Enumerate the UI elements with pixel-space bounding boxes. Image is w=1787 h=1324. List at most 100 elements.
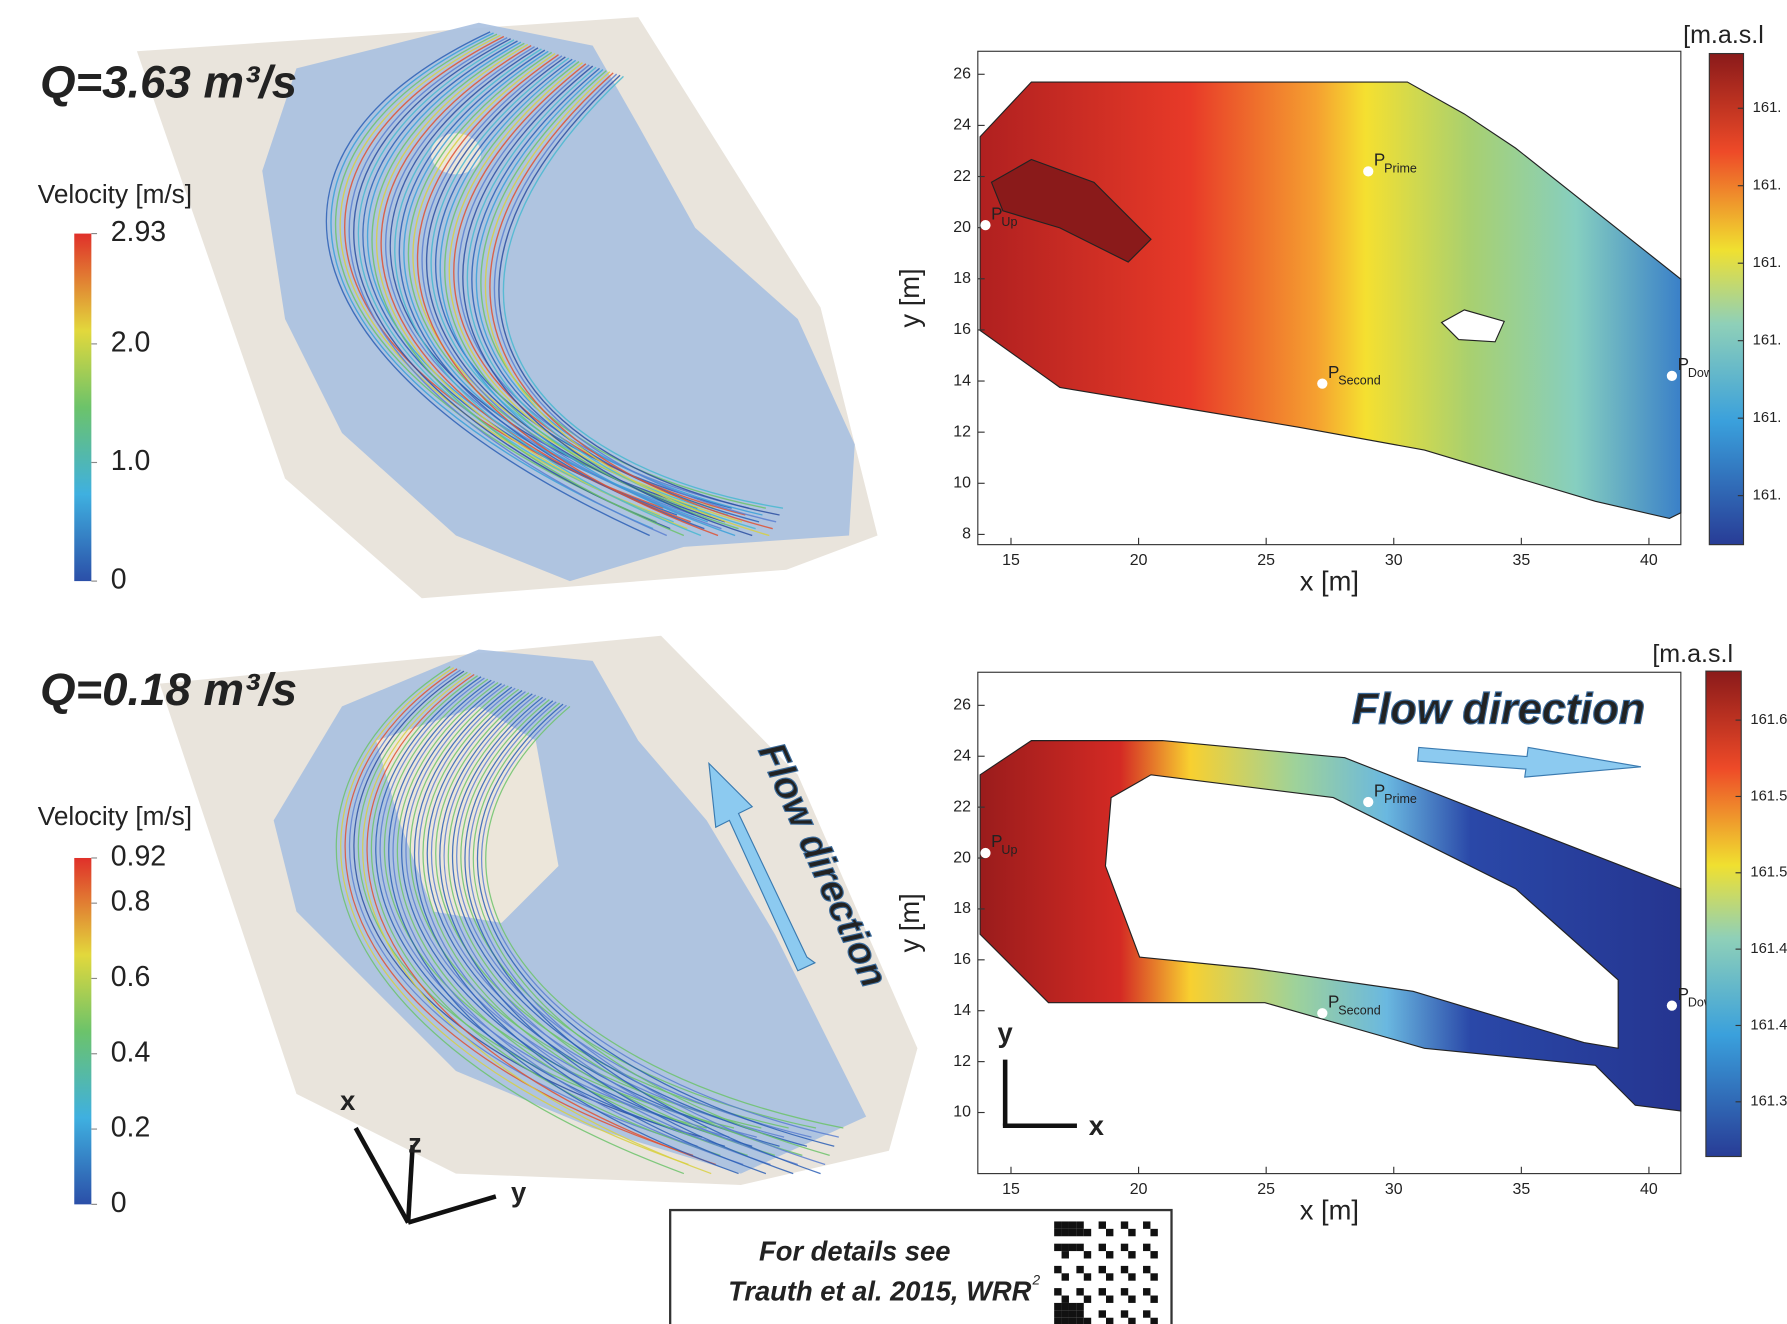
qr-cell <box>1076 1303 1083 1310</box>
y-tick-label: 20 <box>953 219 971 236</box>
qr-cell <box>1076 1266 1083 1273</box>
colorbar-tick-label: 161. <box>1753 488 1782 504</box>
point-label-sub: Second <box>1338 374 1380 388</box>
qr-cell <box>1062 1244 1069 1251</box>
gauge-point <box>1317 378 1327 388</box>
y-tick-label: 24 <box>953 747 971 764</box>
colorbar-tick-label: 2.0 <box>111 326 151 358</box>
y-tick-label: 26 <box>953 65 971 82</box>
x-tick-label: 40 <box>1640 1181 1658 1198</box>
x-tick-label: 20 <box>1130 1181 1148 1198</box>
gauge-point <box>1667 371 1677 381</box>
qr-cell <box>1076 1229 1083 1236</box>
qr-cell <box>1150 1251 1157 1258</box>
qr-cell <box>1121 1288 1128 1295</box>
qr-cell <box>1106 1318 1113 1324</box>
note-line: For details see <box>759 1236 950 1267</box>
qr-cell <box>1054 1310 1061 1317</box>
qr-cell <box>1143 1266 1150 1273</box>
qr-cell <box>1150 1273 1157 1280</box>
y-tick-label: 14 <box>953 372 971 389</box>
colorbar-title: [m.a.s.l <box>1683 21 1764 49</box>
axis-arrow-label: x <box>1089 1110 1104 1141</box>
colorbar-tick-label: 161.4 <box>1750 1017 1787 1033</box>
qr-cell <box>1150 1229 1157 1236</box>
axis-arrow-label: y <box>511 1176 527 1207</box>
colorbar-tick-label: 161. <box>1753 410 1782 426</box>
qr-cell <box>1054 1229 1061 1236</box>
qr-cell <box>1084 1273 1091 1280</box>
qr-cell <box>1054 1221 1061 1228</box>
qr-cell <box>1062 1310 1069 1317</box>
colorbar-tick-label: 2.93 <box>111 216 166 248</box>
qr-cell <box>1150 1318 1157 1324</box>
colorbar <box>1706 671 1741 1156</box>
y-tick-label: 22 <box>953 798 971 815</box>
qr-cell <box>1084 1229 1091 1236</box>
colorbar-title: [m.a.s.l <box>1652 640 1733 668</box>
qr-cell <box>1099 1288 1106 1295</box>
y-tick-label: 14 <box>953 1002 971 1019</box>
colorbar-tick-label: 161.5 <box>1750 865 1787 881</box>
gauge-point <box>1363 797 1373 807</box>
point-label-sub: Up <box>1001 215 1017 229</box>
y-axis-label: y [m] <box>894 268 925 327</box>
colorbar-tick-label: 0.6 <box>111 961 151 993</box>
qr-cell <box>1054 1266 1061 1273</box>
qr-cell <box>1069 1303 1076 1310</box>
qr-cell <box>1069 1318 1076 1324</box>
gauge-point <box>1667 1001 1677 1011</box>
qr-cell <box>1062 1318 1069 1324</box>
qr-cell <box>1106 1296 1113 1303</box>
y-tick-label: 10 <box>953 1104 971 1121</box>
figure: Q=3.63 m³/sVelocity [m/s]2.932.01.001520… <box>0 0 1787 1324</box>
flow-label: Flow direction <box>1352 686 1645 734</box>
point-label-sub: Up <box>1001 843 1017 857</box>
qr-cell <box>1076 1288 1083 1295</box>
qr-cell <box>1076 1221 1083 1228</box>
qr-cell <box>1128 1296 1135 1303</box>
x-tick-label: 25 <box>1257 552 1275 569</box>
gauge-point <box>1317 1008 1327 1018</box>
qr-cell <box>1121 1266 1128 1273</box>
qr-cell <box>1121 1310 1128 1317</box>
qr-cell <box>1069 1244 1076 1251</box>
qr-cell <box>1084 1251 1091 1258</box>
x-axis-label: x [m] <box>1300 1195 1359 1226</box>
colorbar-title: Velocity [m/s] <box>38 801 192 831</box>
y-tick-label: 12 <box>953 1053 971 1070</box>
qr-cell <box>1099 1244 1106 1251</box>
colorbar-title: Velocity [m/s] <box>38 179 192 209</box>
colorbar-tick-label: 161.6 <box>1750 712 1787 728</box>
colorbar-tick-label: 0 <box>111 1187 127 1219</box>
qr-cell <box>1099 1221 1106 1228</box>
qr-cell <box>1106 1273 1113 1280</box>
y-tick-label: 22 <box>953 168 971 185</box>
qr-cell <box>1150 1296 1157 1303</box>
page: {"chart_data": [ {"type": "streamlines",… <box>0 0 1787 1324</box>
x-tick-label: 35 <box>1512 1181 1530 1198</box>
qr-cell <box>1084 1318 1091 1324</box>
qr-cell <box>1054 1244 1061 1251</box>
qr-cell <box>1099 1266 1106 1273</box>
colorbar-tick-label: 161.3 <box>1750 1094 1787 1110</box>
qr-cell <box>1062 1221 1069 1228</box>
qr-cell <box>1128 1273 1135 1280</box>
x-tick-label: 15 <box>1002 552 1020 569</box>
qr-cell <box>1062 1251 1069 1258</box>
y-tick-label: 20 <box>953 849 971 866</box>
qr-cell <box>1143 1310 1150 1317</box>
colorbar <box>1709 54 1743 545</box>
qr-cell <box>1128 1251 1135 1258</box>
qr-cell <box>1062 1303 1069 1310</box>
y-tick-label: 18 <box>953 900 971 917</box>
x-tick-label: 15 <box>1002 1181 1020 1198</box>
gauge-point <box>980 848 990 858</box>
note-box <box>670 1210 1171 1324</box>
qr-cell <box>1143 1288 1150 1295</box>
colorbar-tick-label: 161. <box>1753 100 1782 116</box>
qr-cell <box>1143 1244 1150 1251</box>
colorbar-tick-label: 161. <box>1753 333 1782 349</box>
colorbar-tick-label: 161.4 <box>1750 941 1787 957</box>
note-superscript: 2 <box>1032 1272 1041 1287</box>
